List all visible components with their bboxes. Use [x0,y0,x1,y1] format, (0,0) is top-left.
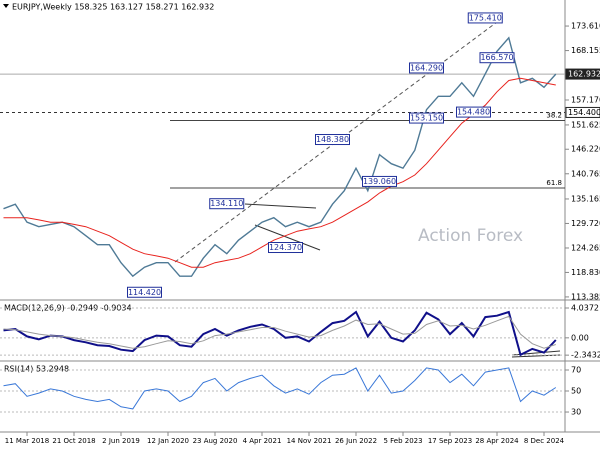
fib-label: 38.2 [546,112,562,120]
rsi-title: RSI(14) 53.2948 [4,365,69,374]
x-tick-label: 14 Nov 2021 [287,437,332,445]
y-tick-label: 146.220 [571,145,600,154]
x-tick-label: 4 Apr 2021 [243,437,282,445]
price-tag [565,68,600,80]
annotation-box [456,106,491,118]
y-tick-label: 50 [571,387,581,396]
triangle-line [244,203,317,209]
annotation-label: 124.370 [269,243,302,252]
price-tag [565,106,600,118]
annotation-label: 154.480 [457,108,490,117]
y-tick-label: 30 [571,408,581,417]
y-tick-label: 135.165 [571,194,600,203]
annotation-box [409,112,444,124]
title-icon [3,4,9,8]
triangle-line [254,224,321,251]
price-tag-label: 162.932 [568,70,600,79]
y-tick-label: 113.385 [571,292,600,301]
fib-label: 61.8 [546,179,562,187]
y-tick-label: 70 [571,365,581,374]
annotation-label: 114.420 [128,288,161,297]
series-line [3,77,556,268]
x-tick-label: 5 Feb 2023 [383,437,422,445]
x-tick-label: 12 Jan 2020 [147,437,189,445]
y-tick-label: 168.155 [571,46,600,55]
x-tick-label: 8 Dec 2024 [524,437,565,445]
x-tick-label: 17 Sep 2023 [428,437,472,445]
annotation-label: 153.150 [410,114,443,123]
x-tick-label: 21 Oct 2018 [52,437,95,445]
annotation-label: 139.060 [363,177,396,186]
y-tick-label: 157.170 [571,95,600,104]
annotation-box [362,175,397,187]
trend-channel [174,21,498,263]
y-tick-label: 151.625 [571,120,600,129]
y-tick-label: 0.00 [571,333,589,342]
y-tick-label: 173.610 [571,22,600,31]
x-tick-label: 23 Aug 2020 [193,437,238,445]
y-tick-label: 118.830 [571,268,600,277]
chart-title: EURJPY,Weekly 158.325 163.127 158.271 16… [12,3,214,12]
x-tick-label: 11 Mar 2018 [5,437,49,445]
x-tick-label: 26 Jun 2022 [335,437,377,445]
annotation-label: 175.410 [469,13,502,22]
series-line [3,36,557,278]
annotation-box [467,12,503,24]
annotation-label: 164.290 [410,63,443,72]
annotation-box [409,62,444,74]
series-line [3,310,557,357]
macd-title: MACD(12,26,9) -0.2949 -0.9034 [4,304,132,313]
annotation-box [479,52,515,64]
watermark: Action Forex [418,226,523,246]
annotation-box [127,286,162,298]
series-line [3,315,556,349]
annotation-label: 148.380 [316,135,349,144]
y-tick-label: 129.720 [571,219,600,228]
y-tick-label: 140.765 [571,169,600,178]
annotation-box [315,134,350,146]
x-tick-label: 28 Apr 2024 [475,437,519,445]
y-tick-label: 4.0372 [571,304,599,313]
annotation-box [209,198,245,210]
price-tag-label: 154.400 [568,108,600,117]
x-tick-label: 2 Jun 2019 [102,437,140,445]
annotation-label: 134.110 [210,199,243,208]
annotation-label: 166.570 [480,53,513,62]
y-tick-label: 124.265 [571,243,600,252]
y-tick-label: -2.3432 [571,351,600,360]
series-line [3,367,557,410]
annotation-box [268,242,303,254]
